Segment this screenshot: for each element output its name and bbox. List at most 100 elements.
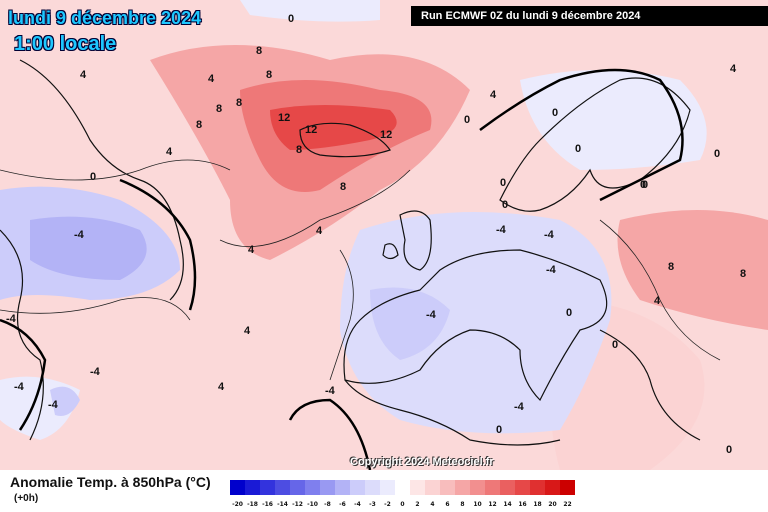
scale-swatch — [290, 480, 305, 495]
contour-label: -4 — [48, 399, 59, 411]
scale-swatch — [455, 480, 470, 495]
contour-label: 0 — [464, 114, 470, 126]
scale-tick-label: -20 — [232, 501, 243, 508]
contour-label: 8 — [340, 181, 346, 193]
contour-label: 8 — [668, 261, 674, 273]
greenland-coast — [19, 59, 184, 301]
contour-label: 8 — [266, 69, 272, 81]
ireland-coast — [382, 243, 399, 260]
scale-tick-label: -3 — [369, 501, 376, 508]
scale-tick-label: 14 — [503, 501, 512, 508]
scale-tick-label: -18 — [247, 501, 258, 508]
contour-label: 4 — [218, 381, 225, 393]
contour-label: 0 — [566, 307, 572, 319]
contour-label: 8 — [256, 45, 262, 57]
contour-label: -4 — [325, 385, 336, 397]
scale-swatch — [365, 480, 380, 495]
copyright: Copyright 2024 Meteociel.fr — [350, 456, 494, 468]
contour-label: -4 — [14, 381, 25, 393]
weather-map: 0 4 8 4 8 8 8 8 12 12 12 8 8 4 0 0 4 0 0 0 0 0 -4 4 -4 4 -4 0 -4 -4 -4… — [0, 0, 768, 470]
contour-label: 12 — [305, 124, 317, 136]
contour-label: 8 — [196, 119, 202, 131]
color-scale-ticks: -20 -18 -16 -14 -12 -10 -8 -6 -4 -3 -2 0 2 4 6 8 10 12 14 1… — [230, 501, 575, 511]
scale-tick-label: 0 — [400, 501, 405, 508]
border-west — [119, 178, 197, 311]
scale-tick-label: -16 — [262, 501, 273, 508]
scale-tick-label: 16 — [518, 501, 527, 508]
legend-title: Anomalie Temp. à 850hPa (°C) — [10, 474, 211, 490]
scale-tick-label: 8 — [460, 501, 465, 508]
contour-label: 0 — [575, 143, 581, 155]
contour-label: 0 — [726, 444, 732, 456]
scale-tick-label: 10 — [473, 501, 482, 508]
scale-tick-label: 20 — [548, 501, 557, 508]
europe-coast — [343, 249, 608, 402]
scale-swatch — [560, 480, 575, 495]
scale-swatch — [305, 480, 320, 495]
scale-tick-label: -6 — [339, 501, 346, 508]
contour-label: 4 — [80, 69, 87, 81]
scale-tick-label: 2 — [415, 501, 420, 508]
contour-label: -4 — [426, 309, 437, 321]
scale-swatch — [440, 480, 455, 495]
legend-subtitle: (+0h) — [14, 493, 39, 504]
contour-label: 0 — [640, 179, 646, 191]
warm-anomaly-east — [617, 210, 768, 330]
contour-label: 4 — [316, 225, 323, 237]
contour-label: -4 — [546, 264, 557, 276]
scale-swatch — [515, 480, 530, 495]
forecast-date: lundi 9 décembre 2024 — [8, 8, 202, 28]
scale-swatch — [530, 480, 545, 495]
scale-swatch — [470, 480, 485, 495]
scale-tick-label: 4 — [430, 501, 435, 508]
contour-label: 8 — [216, 103, 222, 115]
scale-swatch — [425, 480, 440, 495]
contour-label: 12 — [380, 129, 392, 141]
scale-tick-label: -12 — [292, 501, 303, 508]
contour-label: -4 — [90, 366, 101, 378]
contour-label: -4 — [74, 229, 85, 241]
scale-tick-label: 12 — [488, 501, 497, 508]
contour-label: 0 — [500, 177, 506, 189]
scale-swatch — [230, 480, 245, 495]
scale-swatch — [350, 480, 365, 495]
scale-tick-label: -4 — [354, 501, 361, 508]
contour-label: 12 — [278, 112, 290, 124]
contour-label: 4 — [166, 146, 173, 158]
contour-4-east — [599, 219, 721, 361]
contour-label: 4 — [208, 73, 215, 85]
scale-swatch — [545, 480, 560, 495]
scale-tick-label: -14 — [277, 501, 288, 508]
border-north — [479, 68, 684, 202]
contour-0-west — [0, 297, 191, 321]
contour-label: 0 — [714, 148, 720, 160]
contour-label: 8 — [740, 268, 746, 280]
contour-label: 0 — [612, 339, 618, 351]
contour-label: 4 — [244, 325, 251, 337]
scale-swatch — [320, 480, 335, 495]
north-africa-coast — [344, 379, 561, 446]
scale-swatch — [500, 480, 515, 495]
britain-coast — [399, 210, 432, 271]
cold-anomaly-europe — [340, 212, 612, 434]
balkan-coast — [599, 329, 701, 441]
scale-swatch — [410, 480, 425, 495]
forecast-time: 1:00 locale — [14, 33, 117, 55]
contour-label: 4 — [248, 244, 255, 256]
contour-8 — [219, 169, 411, 248]
projection-border — [0, 68, 684, 470]
scale-swatch — [335, 480, 350, 495]
cold-anomaly-scandinavia — [520, 70, 707, 170]
contour-label: -4 — [6, 313, 17, 325]
scale-swatch — [485, 480, 500, 495]
scale-tick-label: -2 — [384, 501, 391, 508]
contour-label: 0 — [90, 171, 96, 183]
contour-0-france — [329, 249, 354, 381]
contour-0-north — [0, 159, 231, 181]
cold-anomaly-atlantic-core — [30, 216, 147, 280]
color-scale — [230, 480, 575, 496]
contour-label: 8 — [236, 97, 242, 109]
scale-tick-label: 18 — [533, 501, 542, 508]
cold-anomaly-france — [370, 287, 450, 360]
